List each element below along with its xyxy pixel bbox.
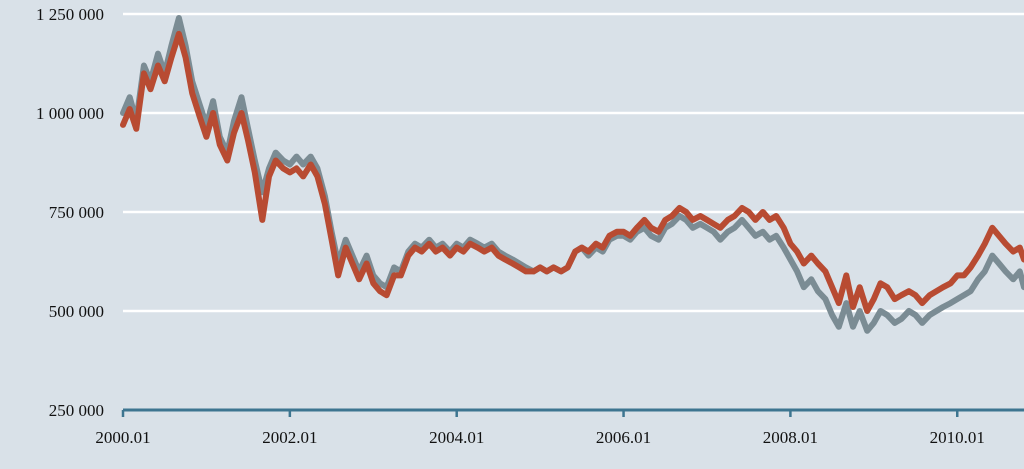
x-tick-label: 2000.01 (95, 428, 150, 447)
grid-layer (123, 12, 1024, 313)
x-tick-label: 2008.01 (763, 428, 818, 447)
y-tick-label: 250 000 (49, 401, 104, 420)
x-tick-label: 2010.01 (930, 428, 985, 447)
x-axis (121, 408, 1024, 417)
y-tick-label: 1 250 000 (36, 5, 104, 24)
x-tick-label: 2004.01 (429, 428, 484, 447)
y-tick-label: 1 000 000 (36, 104, 104, 123)
y-axis-labels: 250 000 500 000 750 000 1 000 000 1 250 000 (36, 5, 104, 420)
series-layer (120, 15, 1024, 334)
y-tick-label: 750 000 (49, 203, 104, 222)
x-tick-label: 2002.01 (262, 428, 317, 447)
x-tick-label: 2006.01 (596, 428, 651, 447)
x-axis-labels: 2000.01 2002.01 2004.01 2006.01 2008.01 2010.… (95, 428, 985, 447)
series-line-2 (120, 30, 1024, 314)
y-tick-label: 500 000 (49, 302, 104, 321)
